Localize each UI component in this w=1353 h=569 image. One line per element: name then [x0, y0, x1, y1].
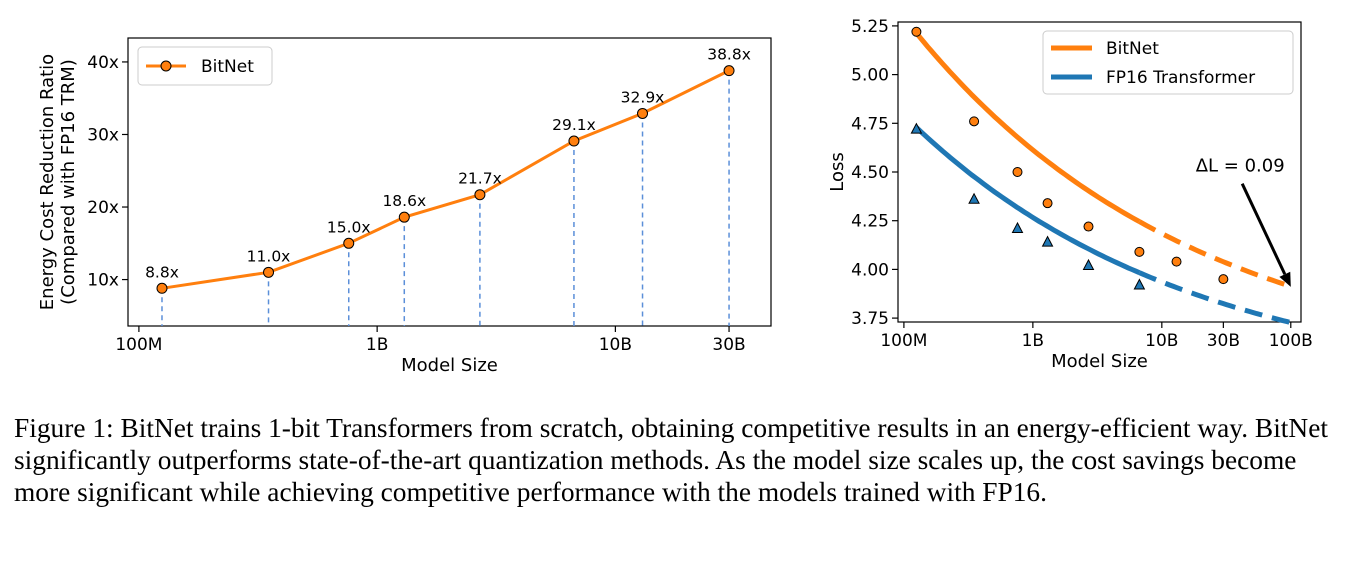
energy-xlabel: Model Size — [401, 355, 498, 376]
energy-data-label: 32.9x — [621, 88, 665, 106]
figure-caption: Figure 1: BitNet trains 1-bit Transforme… — [14, 413, 1328, 507]
loss-fp16-point — [1082, 258, 1095, 271]
loss-bitnet-point — [1042, 198, 1053, 209]
figure: 100M 1B 10B 30B 10x 20x 30x 40x Model Size Energy… — [37, 17, 1313, 376]
loss-legend: BitNet FP16 Transformer — [1042, 30, 1294, 95]
loss-bitnet-fit-line — [914, 31, 1141, 224]
loss-bitnet-point — [969, 116, 980, 127]
loss-legend-label: FP16 Transformer — [1106, 68, 1255, 88]
loss-bitnet-point — [1134, 246, 1145, 257]
loss-annotation-arrow — [1240, 183, 1287, 275]
energy-data-label: 15.0x — [327, 218, 371, 236]
energy-ylabel-2: (Compared with FP16 TRM) — [58, 59, 79, 305]
loss-xtick-label: 30B — [1207, 331, 1240, 351]
loss-xtick-label: 1B — [1022, 331, 1044, 351]
energy-xtick-label: 100M — [115, 335, 162, 355]
loss-ytick-label: 4.75 — [851, 114, 889, 134]
loss-fp16-point — [1011, 221, 1024, 233]
loss-annotation-label: ΔL = 0.09 — [1196, 156, 1285, 177]
loss-fp16-point — [968, 192, 980, 204]
loss-xtick-label: 10B — [1145, 331, 1178, 351]
loss-ytick-label: 5.25 — [851, 17, 889, 37]
energy-ylabel: Energy Cost Reduction Ratio — [37, 54, 58, 310]
loss-ytick-label: 4.25 — [851, 212, 889, 232]
loss-legend-box — [1042, 30, 1294, 95]
loss-xlabel: Model Size — [1051, 351, 1148, 372]
loss-annotation-arrowhead — [1279, 271, 1291, 287]
energy-ytick-label: 30x — [87, 125, 119, 145]
loss-ytick-label: 4.00 — [851, 260, 889, 280]
energy-xtick-label: 1B — [366, 335, 388, 355]
loss-chart: 100M 1B 10B 30B 100B 3.75 4.00 4.25 4.50 4.75 5.00… — [827, 17, 1313, 372]
energy-data-label: 21.7x — [458, 170, 502, 188]
energy-ytick-label: 20x — [87, 198, 119, 218]
energy-data-label: 18.6x — [382, 192, 426, 210]
loss-ytick-label: 5.00 — [851, 66, 889, 86]
loss-fp16-fit-line — [914, 125, 1141, 275]
loss-bitnet-point — [1083, 221, 1094, 232]
energy-data-label: 38.8x — [707, 46, 751, 64]
energy-legend-marker — [160, 60, 172, 72]
loss-fp16-point — [910, 122, 923, 134]
energy-legend: BitNet — [137, 46, 273, 86]
energy-bitnet-point — [568, 135, 580, 147]
loss-bitnet-point — [1218, 274, 1229, 285]
energy-legend-box — [137, 46, 273, 86]
energy-data-label: 29.1x — [552, 116, 596, 134]
loss-bitnet-point — [911, 26, 922, 37]
energy-plot-frame — [127, 37, 772, 327]
loss-ytick-label: 4.50 — [851, 163, 889, 183]
loss-bitnet-point — [1171, 256, 1182, 267]
energy-xtick-label: 10B — [599, 335, 632, 355]
loss-xtick-label: 100B — [1269, 331, 1313, 351]
energy-bitnet-point — [723, 65, 735, 77]
loss-fp16-point — [1133, 278, 1146, 290]
energy-chart: 100M 1B 10B 30B 10x 20x 30x 40x Model Size Energy… — [37, 37, 772, 376]
energy-ytick-label: 10x — [87, 271, 119, 291]
energy-data-label: 11.0x — [247, 247, 291, 265]
energy-data-label: 8.8x — [145, 263, 179, 281]
energy-bitnet-point — [398, 211, 410, 223]
energy-bitnet-point — [343, 237, 355, 249]
energy-bitnet-point — [474, 189, 486, 201]
energy-legend-label: BitNet — [201, 57, 254, 77]
loss-bitnet-extrapolation-line — [1138, 219, 1292, 289]
loss-xtick-label: 100M — [880, 331, 927, 351]
loss-fp16-point — [1041, 235, 1054, 247]
energy-xtick-label: 30B — [712, 335, 745, 355]
energy-bitnet-point — [637, 107, 649, 119]
energy-ytick-label: 40x — [87, 53, 119, 73]
energy-bitnet-point — [156, 282, 168, 294]
loss-bitnet-point — [1012, 167, 1023, 177]
loss-legend-label: BitNet — [1106, 39, 1159, 59]
energy-bitnet-line — [161, 69, 730, 290]
loss-ytick-label: 3.75 — [851, 309, 889, 329]
energy-bitnet-point — [263, 266, 275, 278]
loss-ylabel: Loss — [827, 152, 848, 191]
